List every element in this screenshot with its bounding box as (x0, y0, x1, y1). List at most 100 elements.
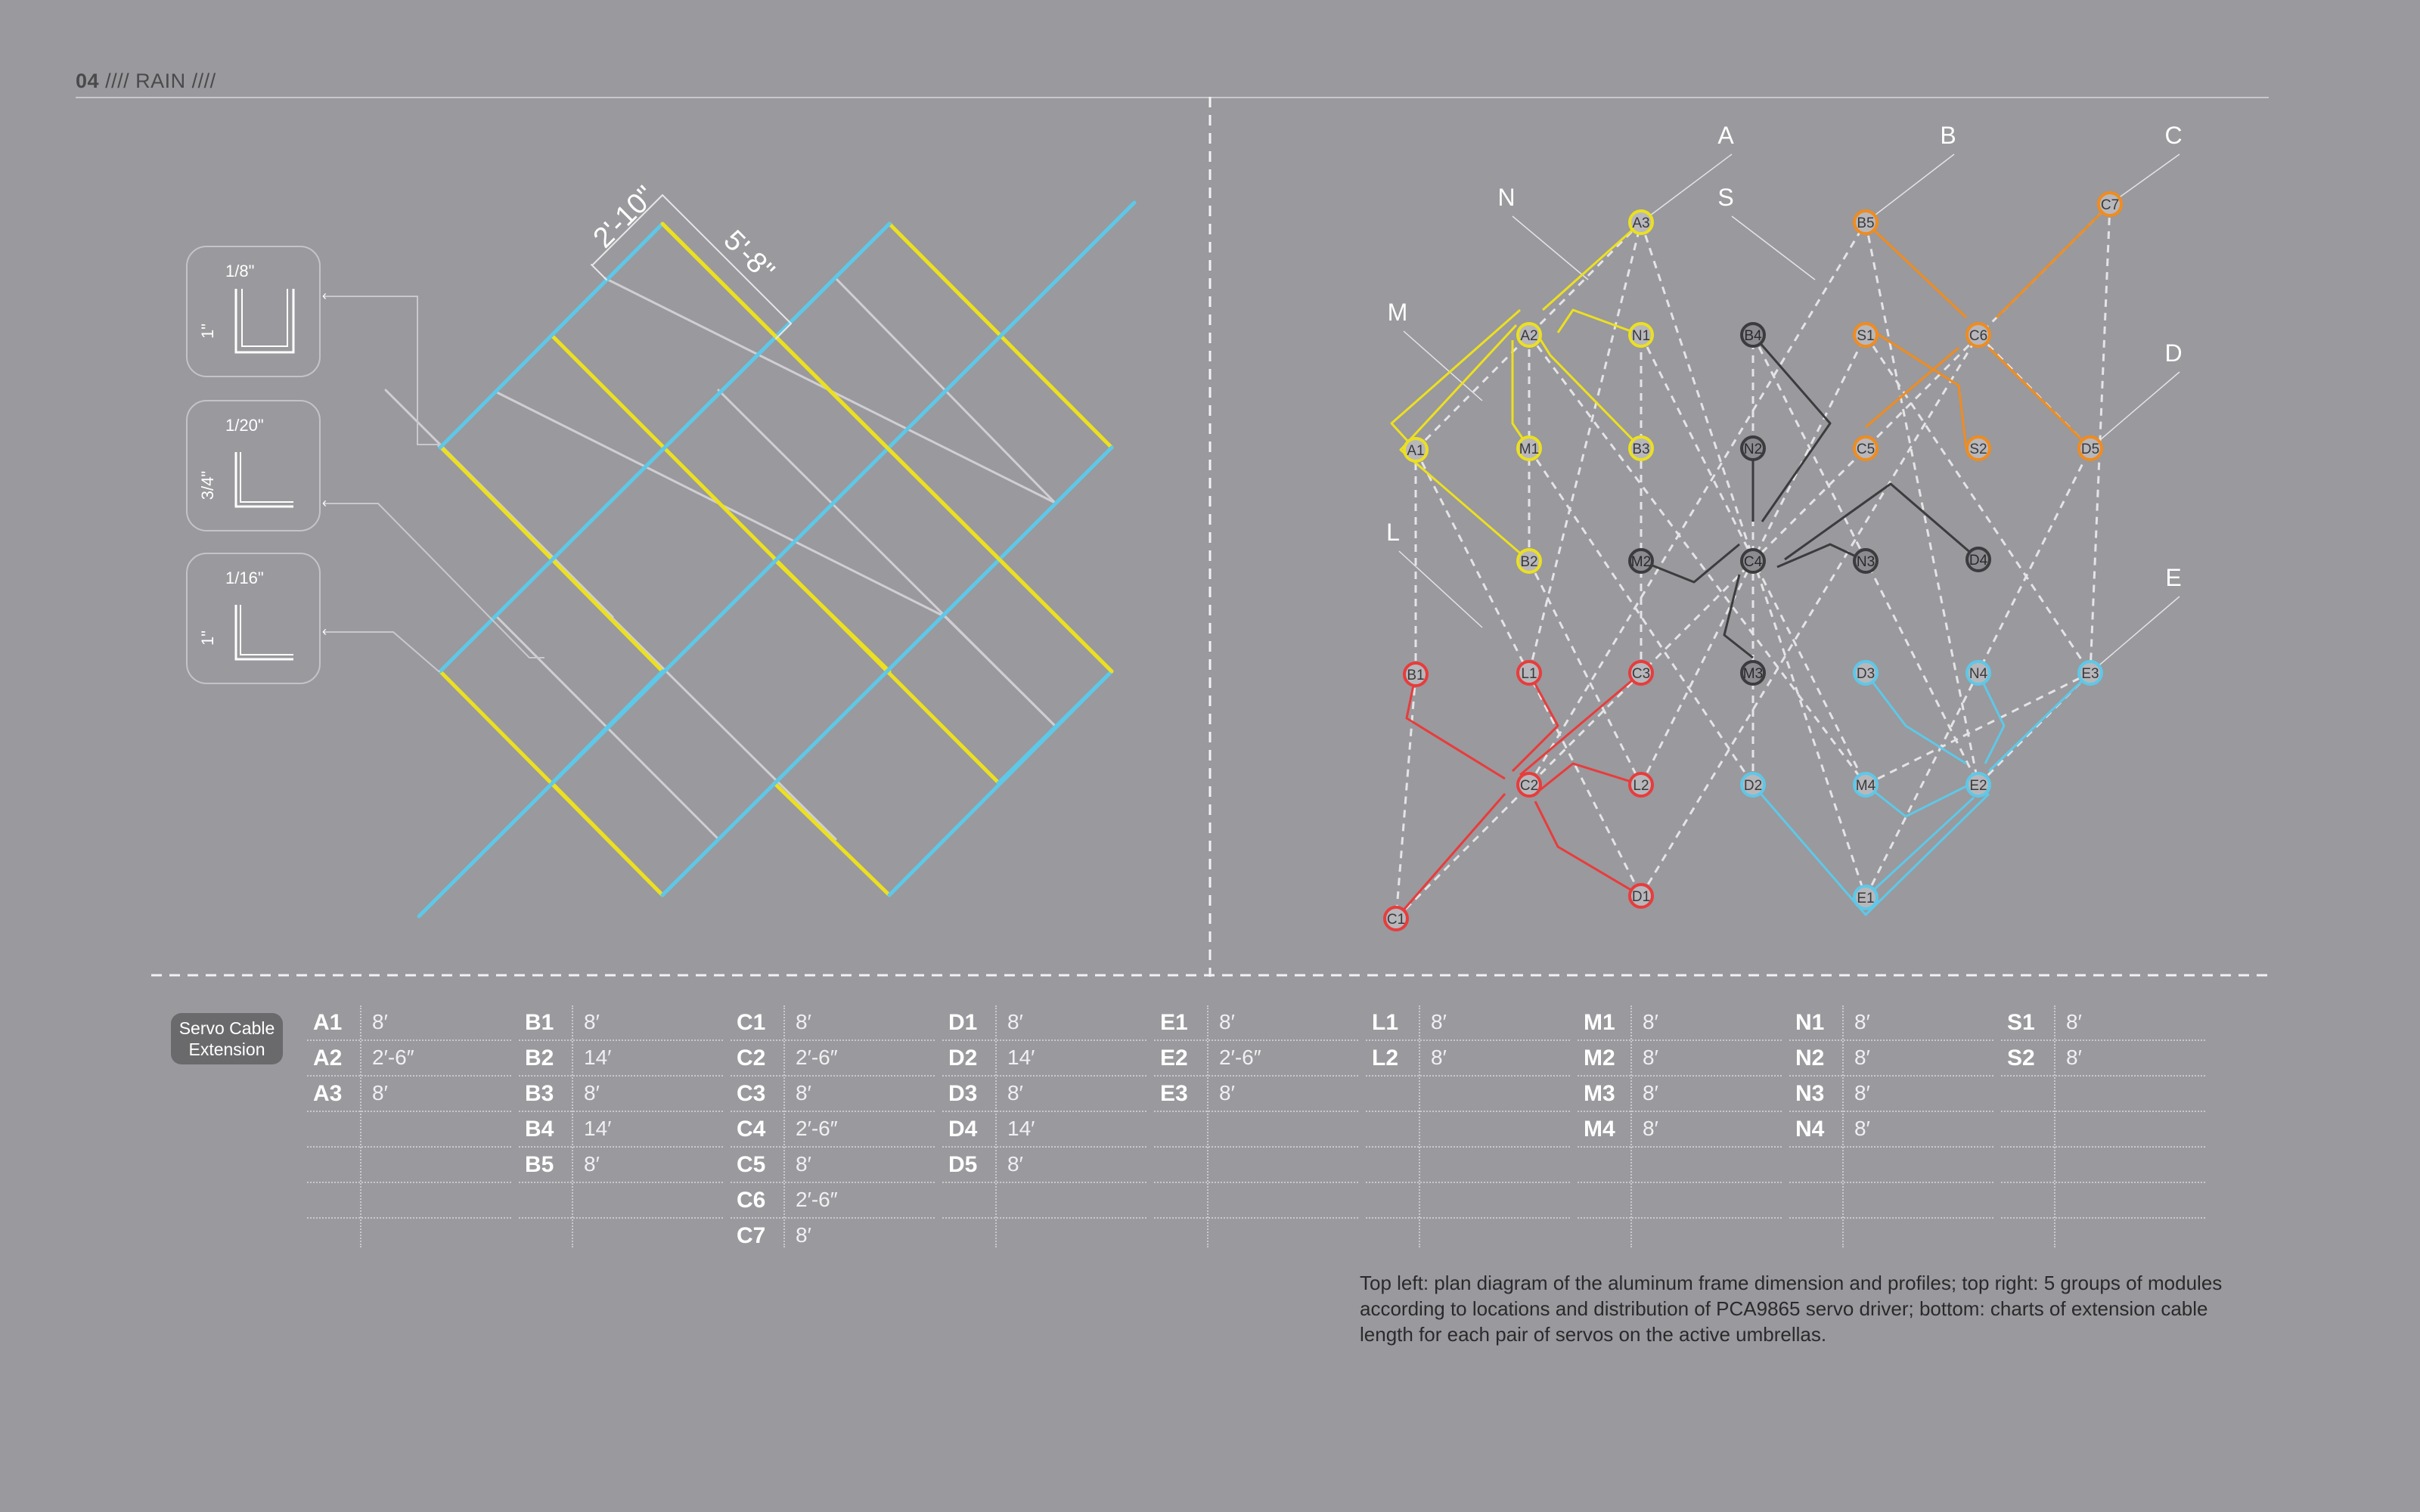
group-leader-line (2090, 371, 2180, 449)
cable-length: 8′ (584, 1010, 600, 1033)
module-node-label: C6 (1969, 328, 1987, 344)
module-node: D4 (1965, 547, 1991, 572)
group-letter-a: A (1717, 122, 1734, 149)
cable-route-red (1511, 672, 1559, 773)
module-node-label: L2 (1633, 778, 1649, 794)
table-row (2001, 1183, 2205, 1219)
angle-profile-inner (240, 605, 293, 655)
module-node: B1 (1403, 662, 1429, 687)
column-divider (1630, 1005, 1632, 1247)
group-leader-line (1640, 153, 1733, 223)
module-node: D1 (1628, 883, 1654, 909)
cable-length: 8′ (1643, 1117, 1658, 1140)
profile-thickness-label: 1/20" (225, 416, 264, 435)
table-row: C4 2′-6″ (731, 1112, 935, 1148)
module-node-label: C2 (1520, 778, 1538, 794)
module-node-label: A1 (1407, 443, 1424, 459)
module-node-label: N2 (1744, 442, 1762, 457)
servo-id: N2 (1795, 1046, 1825, 1070)
cable-length: 8′ (1854, 1010, 1870, 1033)
module-node-circle (1516, 548, 1542, 574)
module-node-label: D4 (1969, 553, 1988, 569)
table-row: B4 14′ (519, 1112, 723, 1148)
group-leader-line (1865, 153, 1955, 223)
module-node: D3 (1853, 660, 1879, 686)
frame-outer-line (550, 669, 665, 785)
profile-box (186, 553, 321, 684)
group-leader-line (1398, 550, 1483, 628)
module-node-circle (1628, 435, 1654, 461)
servo-id: C5 (737, 1152, 766, 1177)
module-node: M3 (1740, 660, 1766, 686)
servo-id: M2 (1584, 1046, 1615, 1070)
header-rule (76, 97, 2269, 98)
servo-id: C7 (737, 1223, 766, 1248)
table-row: A2 2′-6″ (307, 1041, 511, 1077)
module-node: C7 (2097, 191, 2123, 217)
cable-length: 8′ (372, 1081, 388, 1105)
frame-outer-line (438, 222, 665, 450)
cable-route-blue (1987, 671, 2092, 773)
cable-length: 8′ (796, 1081, 811, 1105)
table-row (1789, 1183, 1993, 1219)
servo-id: A1 (313, 1010, 343, 1035)
cable-route-orange (1865, 346, 1959, 429)
module-node-circle (1628, 548, 1654, 574)
servo-id: B1 (525, 1010, 554, 1035)
cable-route-orange (1864, 221, 1968, 319)
servo-id: D5 (948, 1152, 978, 1177)
frame-outer-line (996, 669, 1114, 785)
module-node-label: C3 (1632, 666, 1650, 682)
servo-id: E3 (1160, 1081, 1188, 1106)
cable-table-column: L1 8′ L2 8′ (1366, 1005, 1570, 1247)
cable-length: 14′ (1007, 1117, 1035, 1140)
module-node-label: A3 (1632, 215, 1649, 231)
module-node-circle (1853, 660, 1879, 686)
module-node: M4 (1853, 772, 1879, 798)
leader-arrow: ‹ (322, 624, 327, 639)
table-row (307, 1112, 511, 1148)
dimension-tick (591, 264, 607, 280)
table-row (1578, 1183, 1782, 1219)
table-row: E3 8′ (1154, 1077, 1358, 1112)
cable-route-red (1534, 801, 1642, 897)
servo-id: L2 (1372, 1046, 1399, 1070)
cable-length: 8′ (1643, 1046, 1658, 1069)
section-dividers (151, 97, 2269, 977)
column-divider (995, 1005, 997, 1247)
cable-table-column: C1 8′ C2 2′-6″ C3 8′ C4 2′-6″ C5 8′ C6 2′-6″ C7 8′ (731, 1005, 935, 1254)
table-row: D3 8′ (942, 1077, 1146, 1112)
module-groups-diagram: A B C N S M D L E A3 B5 C7 A2 N1 B4 S1 C6 A1 M1 B3 N2 C5 S2 D5 B… (1383, 122, 2183, 931)
group-letter-e: E (2165, 564, 2181, 591)
lattice-dashed-line (1528, 334, 1867, 785)
module-node: S1 (1853, 322, 1879, 348)
table-row: C1 8′ (731, 1005, 935, 1041)
module-node-circle (1965, 435, 1991, 461)
table-row (1154, 1112, 1358, 1148)
profile-detail-3: 1/16" 1" ‹ (186, 553, 440, 684)
cable-route-yellow (1390, 308, 1521, 451)
servo-id: A2 (313, 1046, 343, 1070)
cable-route-blue (1977, 672, 2006, 764)
module-node-circle (2077, 435, 2103, 461)
group-letter-d: D (2164, 339, 2182, 367)
cable-route-orange (1875, 331, 1968, 449)
module-node-circle (1628, 772, 1654, 798)
module-node-label: M2 (1631, 554, 1651, 570)
lattice-dashed-line (1640, 334, 1980, 897)
cable-length: 8′ (796, 1152, 811, 1176)
table-row: N1 8′ (1789, 1005, 1993, 1041)
table-row: A1 8′ (307, 1005, 511, 1041)
cable-table-column: S1 8′ S2 8′ (2001, 1005, 2205, 1247)
module-node: E1 (1853, 885, 1879, 910)
module-node-label: N3 (1857, 554, 1875, 570)
module-node-label: C1 (1387, 912, 1405, 928)
servo-id: D3 (948, 1081, 978, 1106)
module-node: A1 (1403, 437, 1429, 463)
lattice-dashed-line (1395, 674, 1417, 919)
module-node: L1 (1516, 660, 1542, 686)
table-row: M2 8′ (1578, 1041, 1782, 1077)
table-row: E2 2′-6″ (1154, 1041, 1358, 1077)
module-node: N3 (1853, 548, 1879, 574)
module-node-label: B1 (1407, 668, 1424, 683)
